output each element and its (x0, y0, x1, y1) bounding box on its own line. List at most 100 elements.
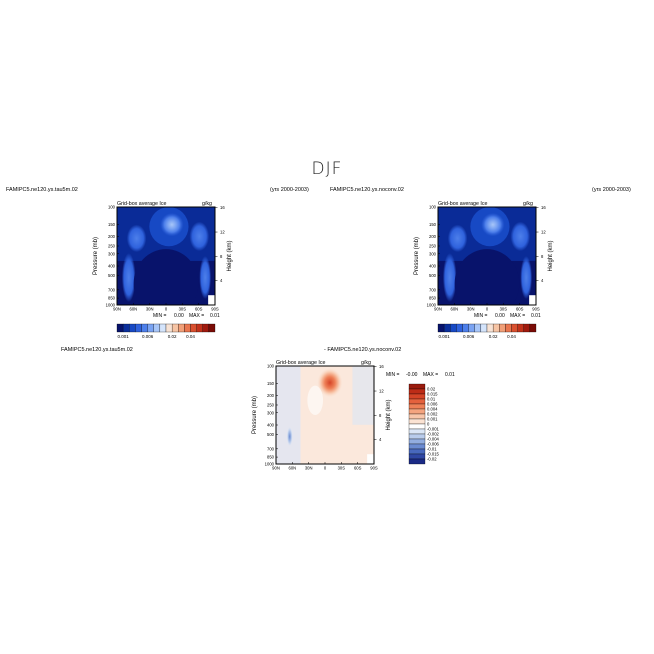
colorbar-panel-2: 0.001 0.006 0.02 0.04 (437, 323, 537, 339)
height-tick-label: 12 (379, 389, 384, 394)
min-value: 0.00 (174, 313, 184, 319)
lat-tick-label: 0 (165, 307, 168, 312)
colorbar-box (456, 323, 463, 333)
colorbar-box (202, 323, 210, 333)
panel-2-years-label: (yrs 2000-2003) (592, 187, 631, 193)
pressure-tick-label: 150 (267, 381, 275, 386)
lat-tick-label: 90S (532, 307, 540, 312)
pressure-tick-label: 250 (108, 243, 116, 248)
colorbar-label: -0.02 (427, 457, 437, 462)
pressure-tick-label: 500 (429, 273, 437, 278)
colorbar-box (408, 413, 426, 420)
colorbar-label: 0.006 (427, 402, 438, 407)
colorbar-label: 0.04 (507, 334, 516, 339)
pressure-tick-label: 150 (429, 222, 437, 227)
lat-tick-label: 60N (129, 307, 137, 312)
colorbar-box (171, 323, 179, 333)
colorbar-box (147, 323, 154, 333)
colorbar-box (517, 323, 524, 333)
pressure-tick-label: 850 (267, 455, 275, 460)
height-tick-label: 12 (220, 230, 225, 235)
pressure-tick-label: 250 (429, 243, 437, 248)
pressure-tick-label: 100 (108, 205, 116, 210)
panel-3-ylabel: Pressure (mb) (252, 396, 258, 434)
colorbar-box (408, 453, 426, 460)
height-tick-label: 16 (541, 205, 546, 210)
colorbar-label: 0.02 (489, 334, 498, 339)
max-value: 0.01 (445, 372, 455, 378)
colorbar-label: -0.01 (427, 447, 437, 452)
pressure-tick-label: 400 (267, 423, 275, 428)
pressure-tick-label: 850 (429, 296, 437, 301)
colorbar-box (450, 323, 457, 333)
panel-2-y2label: Height (km) (548, 240, 554, 271)
max-value: 0.01 (531, 313, 541, 319)
pressure-tick-label: 400 (429, 264, 437, 269)
height-tick-label: 8 (379, 413, 382, 418)
nh-arm-lower (121, 253, 136, 303)
colorbar-label: 0.001 (438, 334, 450, 339)
panel-3-case-b-label: - FAMIPC5.ne120.ys.noconv.02 (324, 347, 401, 353)
pressure-tick-label: 1000 (427, 303, 437, 308)
colorbar-box (492, 323, 500, 333)
height-tick-label: 8 (541, 254, 544, 259)
colorbar-box (178, 323, 185, 333)
colorbar-box (408, 388, 426, 395)
lat-tick-label: 60S (354, 466, 362, 471)
panel-1-field (117, 207, 215, 305)
panels-layer: Grid-box average Ice g/kg 100 150 200 250 300 4… (93, 201, 554, 471)
colorbar-label: -0.004 (427, 437, 440, 442)
colorbar-box (408, 393, 426, 400)
height-tick-label: 8 (220, 254, 223, 259)
pressure-tick-label: 700 (267, 446, 275, 451)
panel-3: Grid-box average Ice g/kg 100 150 200 250 300 4… (252, 360, 455, 471)
pressure-tick-label: 700 (429, 287, 437, 292)
colorbar-box (408, 383, 426, 390)
lat-tick-label: 60S (516, 307, 524, 312)
sh-arm-upper (189, 221, 210, 252)
panel-3-variable-title: Grid-box average Ice (276, 360, 326, 366)
colorbar-box (462, 323, 469, 333)
topography-mask (367, 454, 374, 464)
colorbar-panel-3: 0.020.0150.010.0060.0040.0020.0010-0.001… (408, 383, 440, 465)
colorbar-label: 0.001 (427, 417, 438, 422)
panel-1-units: g/kg (202, 201, 212, 207)
lat-tick-label: 30N (305, 466, 313, 471)
panel-3-case-b: FAMIPC5.ne120.ys.noconv.02 (327, 347, 402, 353)
panel-1-ylabel: Pressure (mb) (93, 237, 99, 275)
colorbar-label: 0.02 (427, 387, 436, 392)
lat-tick-label: 30S (500, 307, 508, 312)
panel-1-case-label: FAMIPC5.ne120.ys.tau5m.02 (6, 187, 78, 193)
panel-2-ylabel: Pressure (mb) (414, 237, 420, 275)
tropical-core (481, 212, 505, 237)
sh-arm-upper (510, 221, 531, 252)
colorbar-label: 0.01 (427, 397, 436, 402)
height-tick-label: 4 (220, 278, 223, 283)
colorbar-box (408, 398, 426, 405)
pressure-tick-label: 300 (429, 251, 437, 256)
interior-minimum (454, 249, 520, 305)
max-label: MAX = (510, 313, 525, 319)
pressure-tick-label: 200 (108, 234, 116, 239)
colorbar-box (122, 323, 130, 333)
panel-3-field (276, 366, 374, 464)
colorbar-label: -0.006 (427, 442, 440, 447)
nh-arm-lower (442, 253, 457, 303)
colorbar-box (408, 433, 426, 440)
colorbar-label: 0.04 (186, 334, 195, 339)
panel-2: Grid-box average Ice g/kg 100 150 200 250 300 4… (414, 201, 554, 319)
pressure-tick-label: 200 (267, 393, 275, 398)
colorbar-box (499, 323, 506, 333)
colorbar-box (408, 418, 426, 425)
colorbar-box (468, 323, 475, 333)
colorbar-box (208, 323, 216, 333)
nh-arm-upper (126, 224, 147, 253)
pressure-tick-label: 1000 (106, 303, 116, 308)
min-label: MIN = (386, 372, 400, 378)
lat-tick-label: 90S (211, 307, 219, 312)
colorbar-box (135, 323, 142, 333)
lat-tick-label: 90N (113, 307, 121, 312)
pressure-tick-label: 1000 (265, 462, 275, 467)
height-tick-label: 4 (379, 437, 382, 442)
